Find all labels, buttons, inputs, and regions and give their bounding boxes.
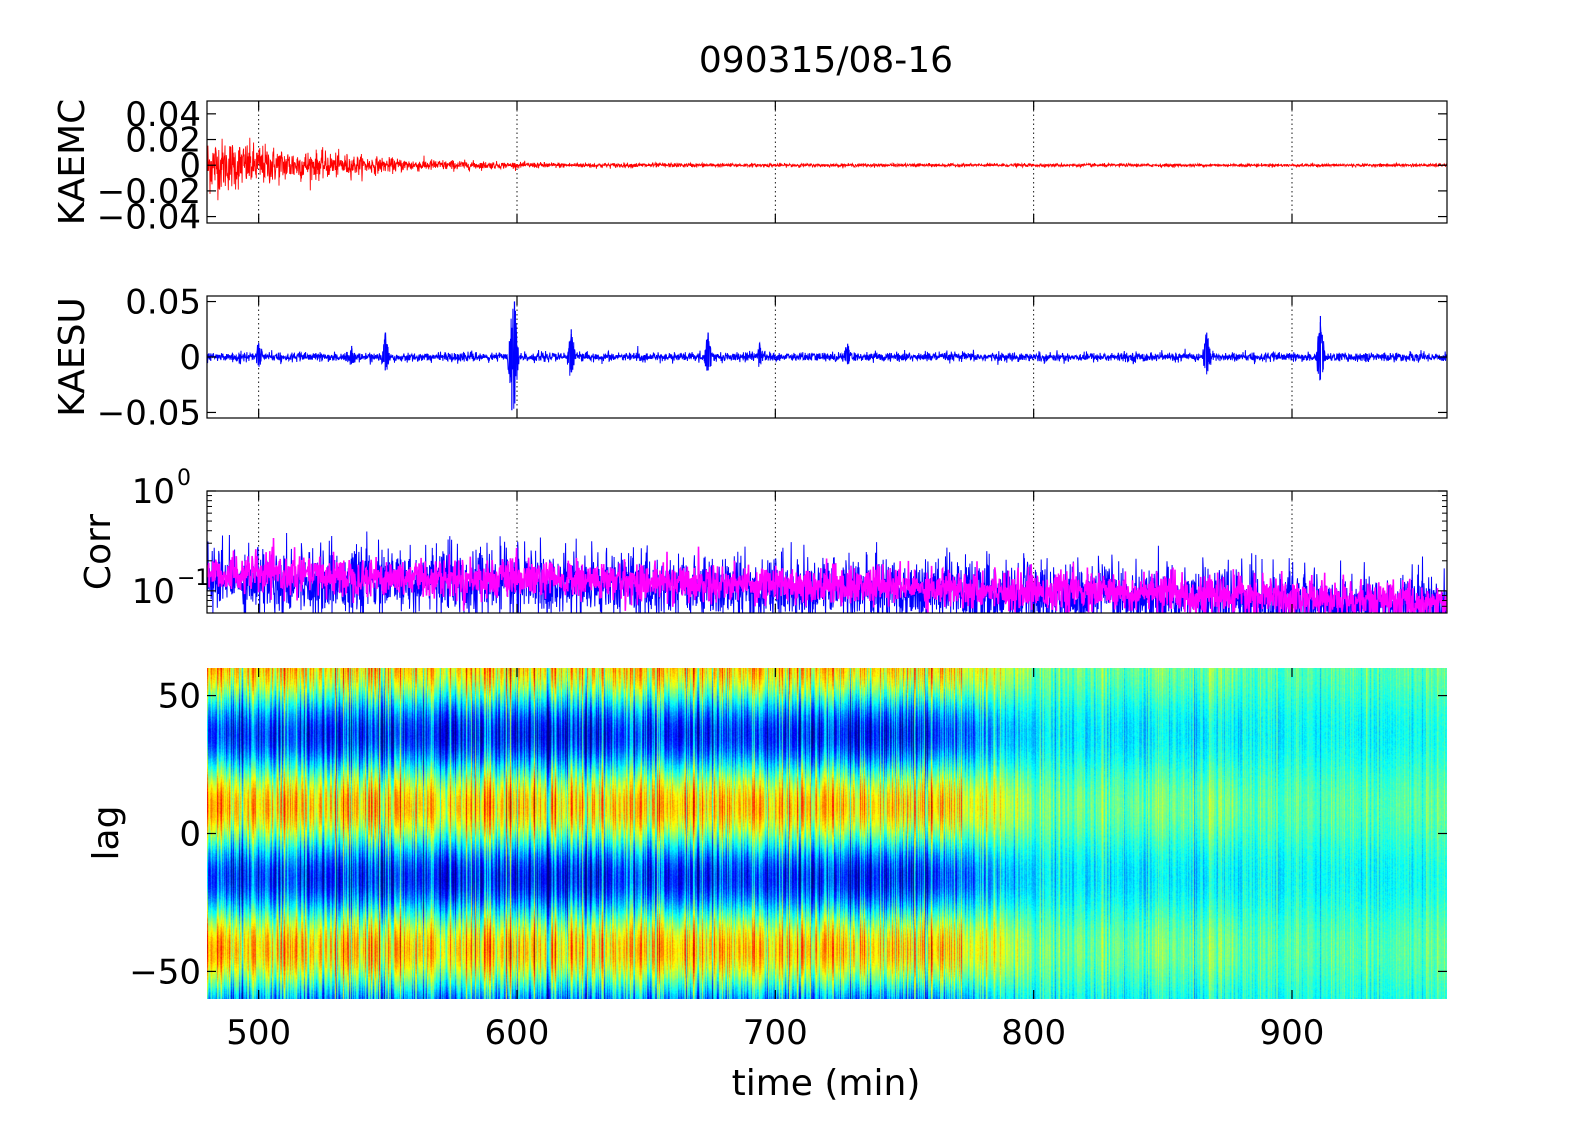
figure-title: 090315/08-16 — [699, 40, 953, 81]
kaemc-series-line — [207, 137, 1447, 201]
y-tick-label: 0.05 — [125, 283, 201, 323]
y-tick-base: 10 — [132, 572, 175, 612]
y-tick-label: 10 — [132, 572, 175, 612]
x-tick-label: 600 — [485, 1013, 550, 1053]
lag-heatmap — [207, 668, 1447, 999]
corr-ylabel: Corr — [78, 514, 119, 590]
y-tick-label: 0.02 — [125, 121, 201, 161]
y-tick-label: 0 — [179, 815, 201, 855]
x-tick-label: 700 — [743, 1013, 808, 1053]
y-tick-label: 0 — [179, 338, 201, 378]
panel-lag: −50 0 50 500 600 700 800 900 lag — [86, 668, 1447, 1053]
y-tick-label: 0.04 — [125, 95, 201, 135]
y-tick-label: −0.02 — [97, 172, 201, 212]
kaemc-ylabel: KAEMC — [52, 99, 93, 226]
corr-axes-box — [206, 490, 1448, 614]
kaesu-series-line — [207, 301, 1447, 409]
x-tick-label: 800 — [1001, 1013, 1066, 1053]
kaemc-axes-box — [206, 100, 1448, 224]
y-tick-label: −0.04 — [97, 198, 201, 238]
y-tick-exponent: −1 — [177, 566, 209, 591]
y-tick-label: −0.05 — [97, 393, 201, 433]
y-tick-label: 10 — [132, 472, 175, 512]
x-axis-label: time (min) — [732, 1063, 921, 1104]
x-tick-label: 900 — [1260, 1013, 1325, 1053]
panel-kaesu: −0.05 0 0.05 KAESU — [52, 283, 1448, 433]
y-tick-label: −50 — [129, 952, 201, 992]
kaesu-ylabel: KAESU — [52, 297, 93, 417]
corr-magenta-series — [207, 537, 1447, 613]
y-tick-label: 50 — [158, 677, 201, 717]
y-tick-base: 10 — [132, 472, 175, 512]
lag-ylabel: lag — [86, 806, 127, 861]
x-tick-label: 500 — [226, 1013, 291, 1053]
y-tick-label: 0 — [179, 146, 201, 186]
y-tick-exponent: 0 — [177, 466, 191, 491]
